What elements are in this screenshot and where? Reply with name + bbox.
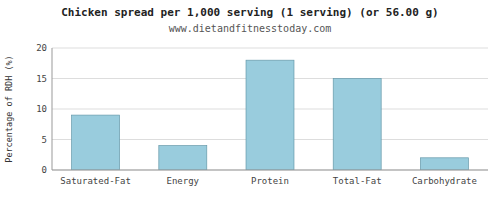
bar: [159, 146, 207, 170]
subtitle: www.dietandfitnesstoday.com: [169, 23, 332, 34]
y-tick-label: 0: [42, 165, 47, 175]
x-axis: [52, 170, 488, 171]
bar: [420, 158, 468, 170]
chart: Chicken spread per 1,000 serving (1 serv…: [0, 0, 500, 200]
grid-line: [52, 48, 488, 49]
chart-container: Chicken spread per 1,000 serving (1 serv…: [0, 0, 500, 200]
x-tick-label: Total-Fat: [333, 176, 382, 186]
y-axis: [52, 48, 53, 170]
grid: [52, 48, 488, 170]
bar: [333, 79, 381, 171]
x-tick-label: Energy: [167, 176, 200, 186]
x-tick-label: Protein: [251, 176, 289, 186]
bar: [246, 60, 294, 170]
x-tick-label: Saturated-Fat: [60, 176, 130, 186]
x-tick-label: Carbohydrate: [412, 176, 477, 186]
y-axis-label: Percentage of RDH (%): [4, 55, 14, 162]
title: Chicken spread per 1,000 serving (1 serv…: [61, 6, 439, 19]
y-tick-label: 5: [42, 135, 47, 145]
grid-line: [52, 170, 488, 171]
y-tick-label: 10: [36, 104, 47, 114]
y-tick-label: 15: [36, 74, 47, 84]
bars: [72, 60, 469, 170]
y-tick-label: 20: [36, 43, 47, 53]
bar: [72, 115, 120, 170]
